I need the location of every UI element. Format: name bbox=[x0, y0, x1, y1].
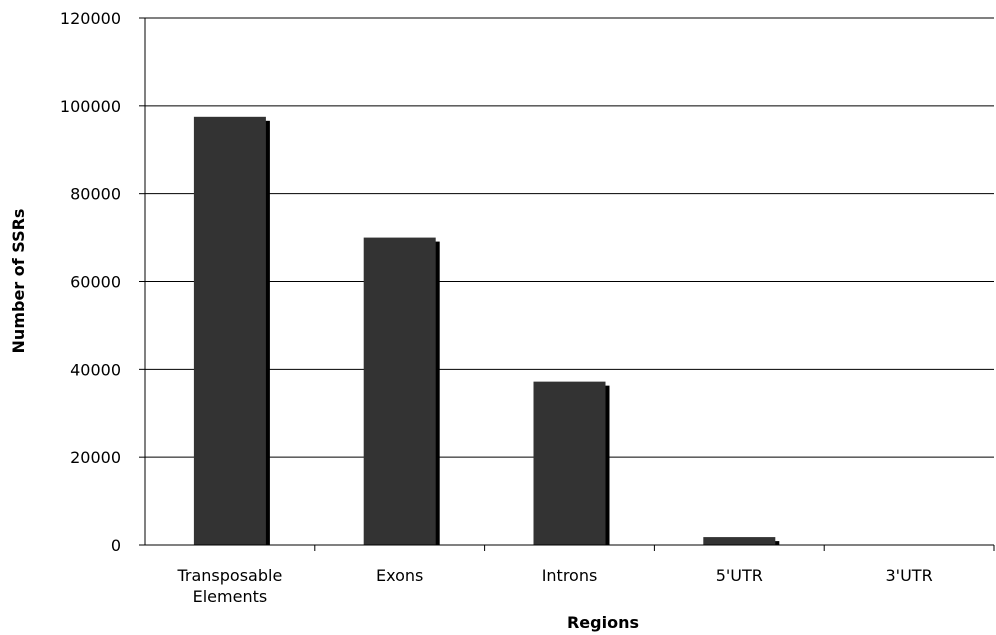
x-tick-label: Introns bbox=[542, 566, 598, 585]
gridlines bbox=[145, 17, 994, 458]
bar bbox=[533, 381, 606, 545]
y-axis-title: Number of SSRs bbox=[9, 209, 28, 354]
bars bbox=[193, 116, 780, 546]
x-ticks: Transposable Elements Exons Introns 5'UTR 3'U… bbox=[176, 545, 995, 606]
x-tick-label: Transposable bbox=[176, 566, 282, 585]
x-tick-label: Exons bbox=[376, 566, 423, 585]
x-tick-label: 3'UTR bbox=[886, 566, 933, 585]
y-ticks: 0 20000 40000 60000 80000 100000 120000 bbox=[60, 9, 145, 555]
y-tick-label: 60000 bbox=[70, 273, 121, 292]
y-tick-label: 80000 bbox=[70, 185, 121, 204]
bar bbox=[363, 237, 436, 546]
y-tick-label: 100000 bbox=[60, 97, 121, 116]
x-tick-label: Elements bbox=[193, 587, 268, 606]
x-axis-title: Regions bbox=[567, 613, 639, 632]
y-tick-label: 20000 bbox=[70, 448, 121, 467]
y-tick-label: 0 bbox=[111, 536, 121, 555]
y-tick-label: 120000 bbox=[60, 9, 121, 28]
bar bbox=[703, 537, 776, 545]
bar bbox=[193, 116, 266, 545]
y-tick-label: 40000 bbox=[70, 360, 121, 379]
x-tick-label: 5'UTR bbox=[716, 566, 763, 585]
